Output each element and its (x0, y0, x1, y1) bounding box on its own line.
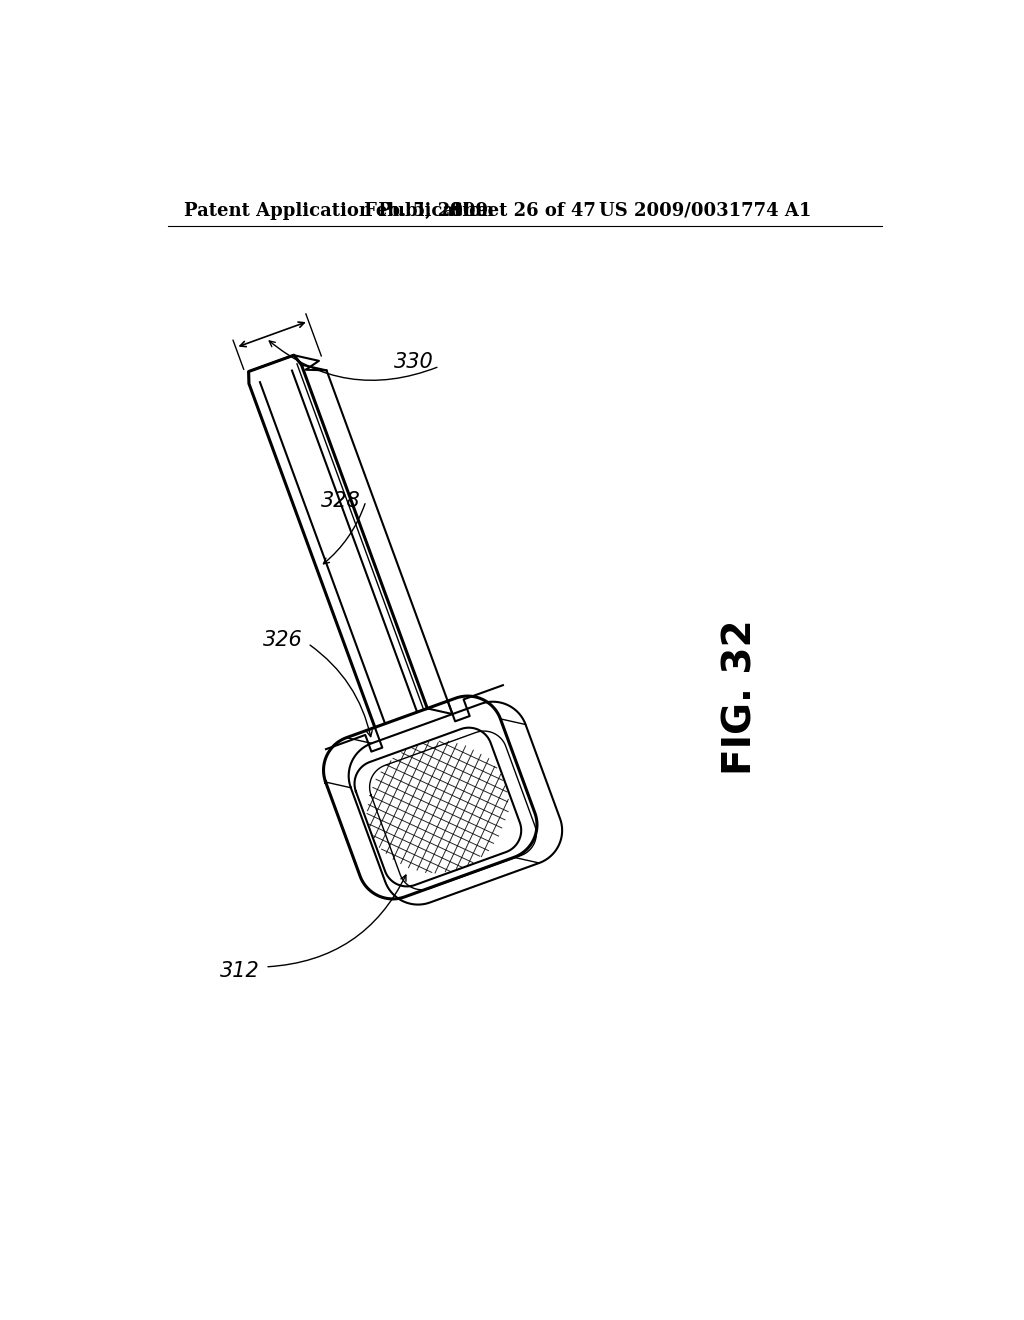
Text: Sheet 26 of 47: Sheet 26 of 47 (451, 202, 596, 219)
Text: 328: 328 (321, 491, 360, 511)
Text: 312: 312 (220, 961, 260, 981)
Text: US 2009/0031774 A1: US 2009/0031774 A1 (599, 202, 812, 219)
Text: FIG. 32: FIG. 32 (721, 619, 759, 775)
Text: Patent Application Publication: Patent Application Publication (183, 202, 494, 219)
Text: 326: 326 (262, 630, 302, 649)
Text: Feb. 5, 2009: Feb. 5, 2009 (365, 202, 488, 219)
Text: 330: 330 (394, 352, 434, 372)
